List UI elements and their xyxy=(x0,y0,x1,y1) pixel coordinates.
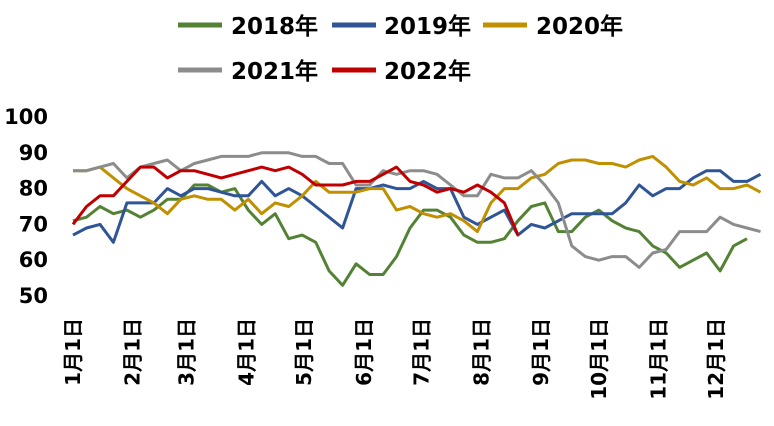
x-tick-label: 1月1日 xyxy=(61,318,85,386)
legend-entry-2020: 2020年 xyxy=(483,13,623,40)
x-tick-label: 9月1日 xyxy=(529,318,553,386)
legend-label-2022: 2022年 xyxy=(384,58,471,85)
y-tick-label: 90 xyxy=(19,141,48,165)
x-tick-label: 12月1日 xyxy=(704,318,728,400)
x-tick-label: 7月1日 xyxy=(410,318,434,386)
legend-label-2020: 2020年 xyxy=(536,13,623,40)
y-axis: 50 60 70 80 90 100 xyxy=(4,105,48,308)
x-tick-label: 11月1日 xyxy=(646,318,670,400)
x-axis: 1月1日 2月1日 3月1日 4月1日 5月1日 6月1日 7月1日 8月1日 9月1日 10月1… xyxy=(61,318,728,400)
series-line-2022 xyxy=(71,165,520,236)
y-tick-label: 100 xyxy=(4,105,48,129)
y-tick-label: 60 xyxy=(19,248,48,272)
x-tick-label: 4月1日 xyxy=(234,318,258,386)
x-tick-label: 3月1日 xyxy=(175,318,199,386)
legend-label-2021: 2021年 xyxy=(231,58,318,85)
y-tick-label: 70 xyxy=(19,212,48,236)
legend-entry-2021: 2021年 xyxy=(178,58,318,85)
x-tick-label: 8月1日 xyxy=(469,318,493,386)
legend: 2018年 2019年 2020年 2021年 2022年 xyxy=(178,13,623,85)
series-line-2019 xyxy=(72,169,762,244)
legend-label-2019: 2019年 xyxy=(384,13,471,40)
legend-entry-2018: 2018年 xyxy=(178,13,318,40)
legend-label-2018: 2018年 xyxy=(231,13,318,40)
x-tick-label: 10月1日 xyxy=(587,318,611,400)
series-line-2020 xyxy=(73,154,762,234)
y-tick-label: 80 xyxy=(19,177,48,201)
legend-entry-2019: 2019年 xyxy=(332,13,471,40)
series-line-2021 xyxy=(73,151,761,269)
x-tick-label: 5月1日 xyxy=(292,318,316,386)
series-line-2018 xyxy=(72,183,748,287)
series-lines xyxy=(71,151,762,287)
legend-entry-2022: 2022年 xyxy=(332,58,471,85)
y-tick-label: 50 xyxy=(19,284,48,308)
x-tick-label: 6月1日 xyxy=(352,318,376,386)
x-tick-label: 2月1日 xyxy=(121,318,145,386)
